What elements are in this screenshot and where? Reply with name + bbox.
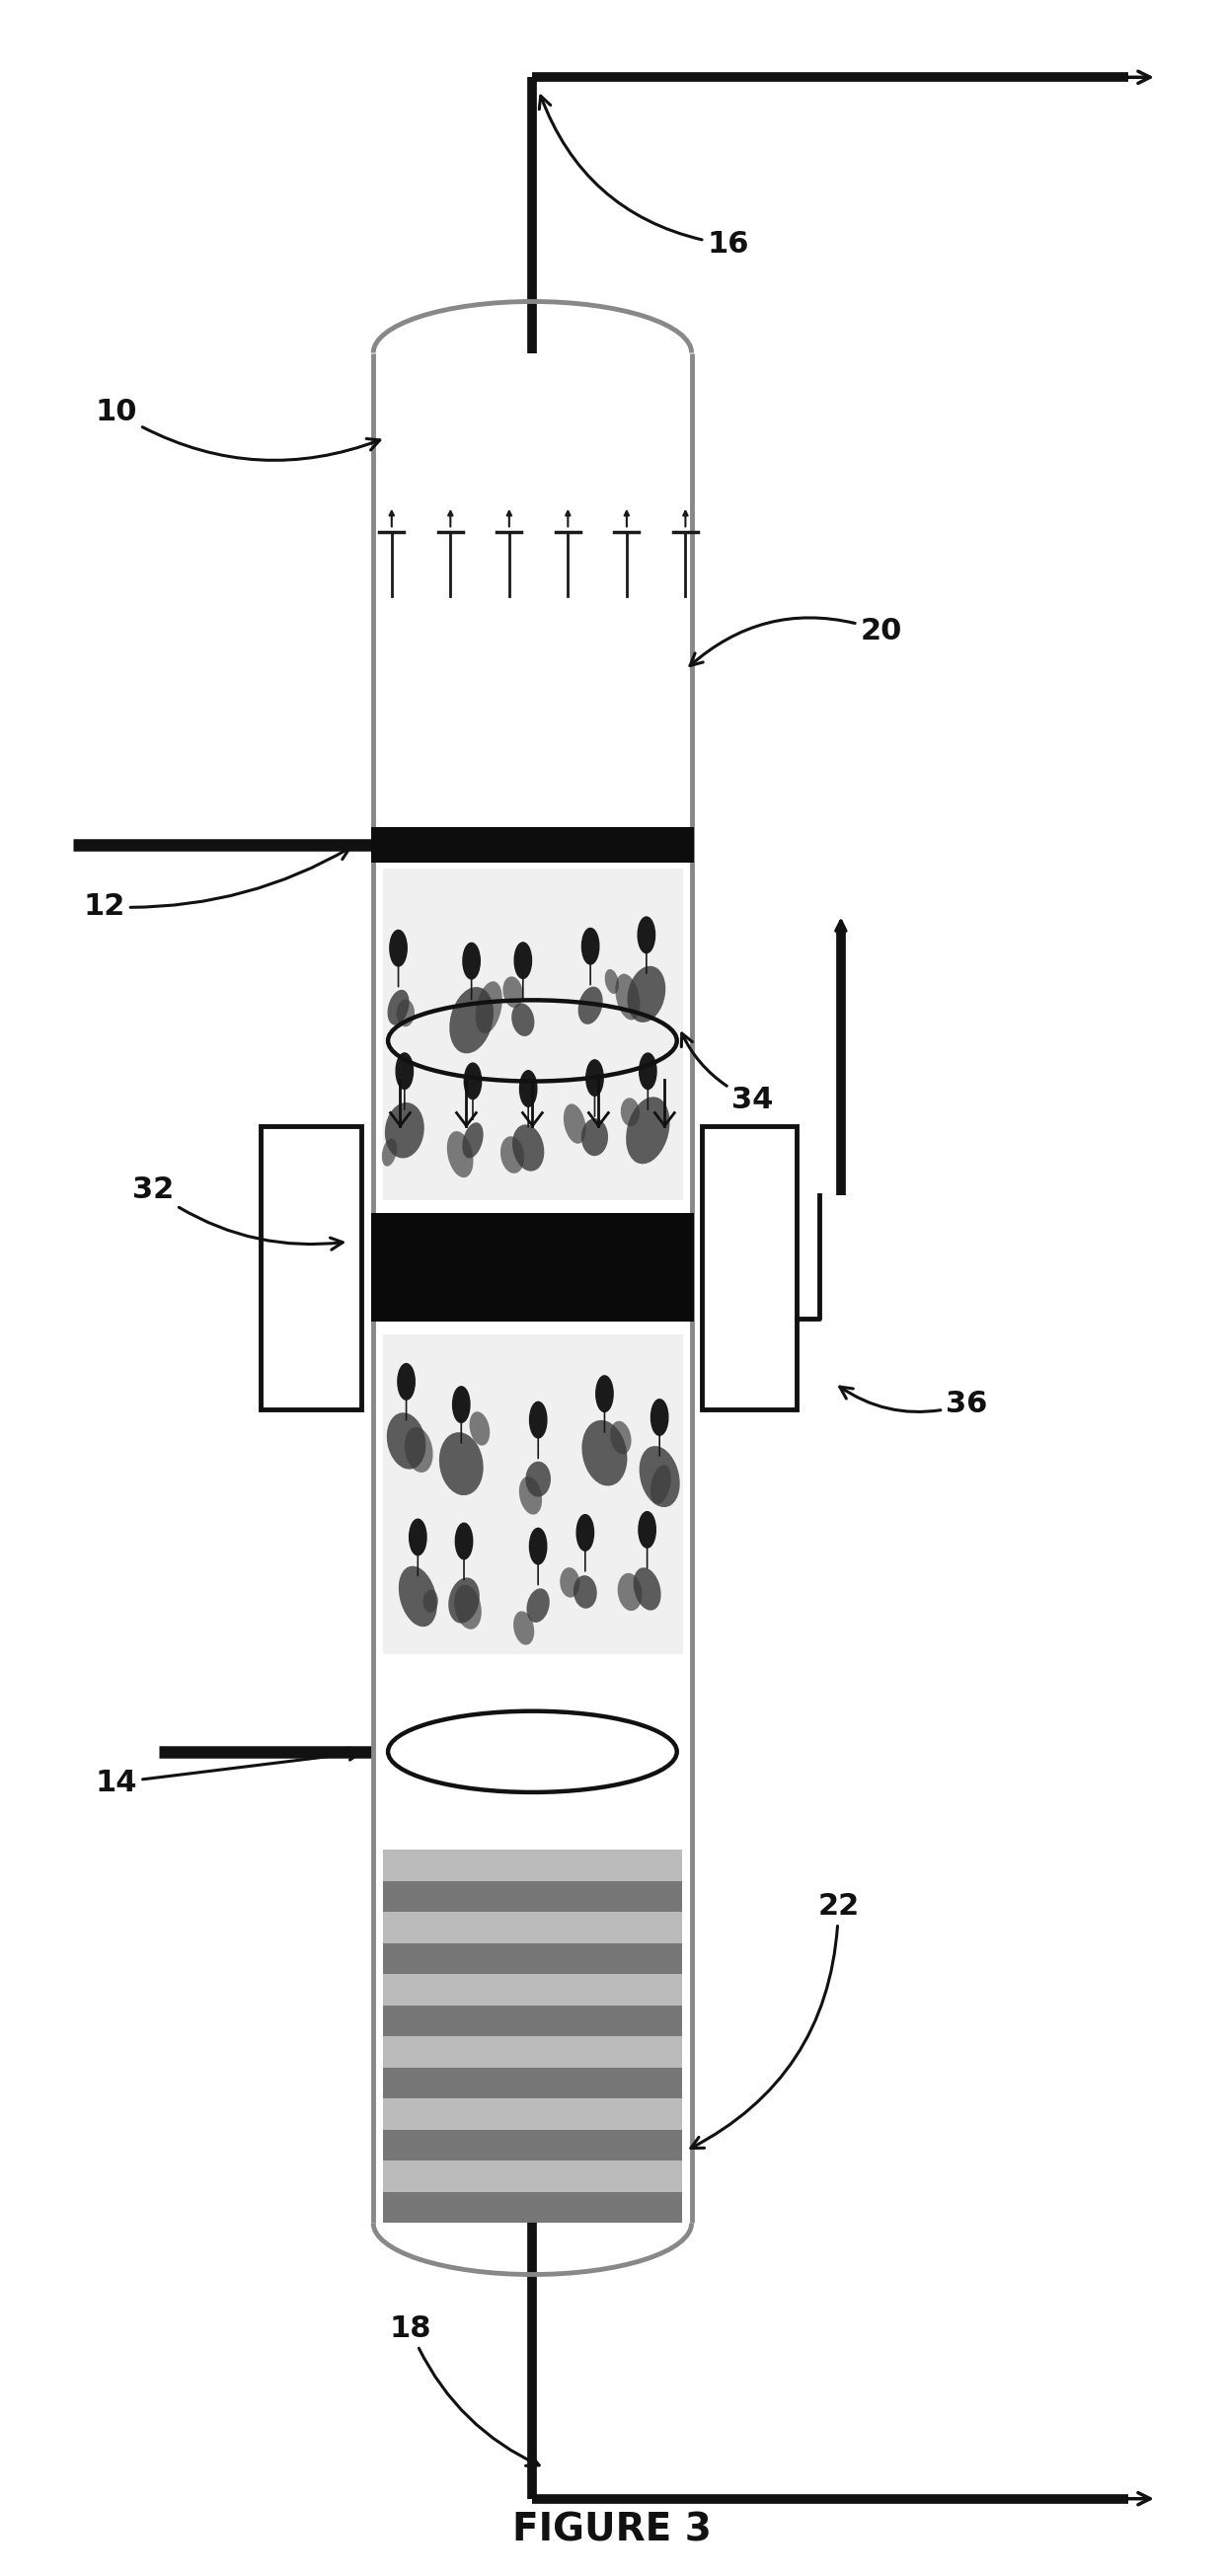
- Bar: [383, 1880, 682, 1911]
- Text: 22: 22: [690, 1891, 859, 2148]
- Bar: [261, 1126, 361, 1409]
- Circle shape: [453, 1386, 470, 1422]
- Ellipse shape: [513, 1610, 534, 1646]
- Ellipse shape: [625, 1097, 670, 1164]
- Text: 12: 12: [83, 848, 350, 922]
- Circle shape: [651, 1399, 668, 1435]
- Circle shape: [581, 927, 599, 963]
- Ellipse shape: [621, 1097, 640, 1126]
- Ellipse shape: [573, 1577, 597, 1607]
- Circle shape: [520, 1072, 537, 1108]
- Ellipse shape: [470, 1412, 490, 1445]
- Text: 10: 10: [95, 397, 379, 461]
- Text: 16: 16: [540, 95, 749, 260]
- Ellipse shape: [513, 1126, 545, 1172]
- Ellipse shape: [605, 969, 619, 994]
- Circle shape: [577, 1515, 594, 1551]
- Ellipse shape: [399, 1566, 437, 1628]
- Circle shape: [389, 930, 406, 966]
- Bar: [383, 2192, 682, 2223]
- Ellipse shape: [559, 1566, 580, 1597]
- Ellipse shape: [581, 1419, 627, 1486]
- Ellipse shape: [397, 999, 415, 1028]
- Ellipse shape: [650, 1466, 671, 1504]
- Circle shape: [639, 1512, 656, 1548]
- Circle shape: [409, 1520, 426, 1556]
- Ellipse shape: [449, 987, 493, 1054]
- Bar: [383, 2161, 682, 2192]
- Ellipse shape: [578, 987, 602, 1025]
- Ellipse shape: [526, 1589, 550, 1623]
- Bar: [383, 2035, 682, 2069]
- Ellipse shape: [405, 1427, 433, 1473]
- Circle shape: [455, 1522, 472, 1558]
- Bar: [383, 2004, 682, 2035]
- Bar: [383, 2130, 682, 2161]
- Bar: [371, 827, 694, 863]
- Ellipse shape: [388, 989, 409, 1025]
- Circle shape: [530, 1528, 547, 1564]
- Circle shape: [464, 1064, 481, 1100]
- Ellipse shape: [563, 1105, 586, 1144]
- Text: 18: 18: [389, 2313, 539, 2465]
- Ellipse shape: [633, 1569, 661, 1610]
- Circle shape: [514, 943, 531, 979]
- Ellipse shape: [639, 1445, 679, 1507]
- Ellipse shape: [525, 1461, 551, 1497]
- Ellipse shape: [448, 1577, 480, 1623]
- Ellipse shape: [611, 1422, 632, 1455]
- Text: 36: 36: [840, 1386, 988, 1419]
- Ellipse shape: [581, 1118, 608, 1157]
- Bar: [383, 1911, 682, 1942]
- Ellipse shape: [616, 974, 640, 1020]
- Text: 34: 34: [682, 1033, 774, 1115]
- Ellipse shape: [387, 1412, 426, 1468]
- Ellipse shape: [519, 1476, 542, 1515]
- Ellipse shape: [512, 1002, 535, 1036]
- Text: FIGURE 3: FIGURE 3: [513, 2512, 711, 2548]
- Ellipse shape: [454, 1584, 481, 1628]
- Ellipse shape: [475, 981, 502, 1033]
- Text: 20: 20: [690, 616, 902, 665]
- Ellipse shape: [618, 1574, 643, 1610]
- Ellipse shape: [503, 976, 523, 1007]
- Ellipse shape: [424, 1589, 438, 1613]
- Circle shape: [639, 1054, 656, 1090]
- Ellipse shape: [463, 1123, 483, 1159]
- Circle shape: [463, 943, 480, 979]
- Ellipse shape: [384, 1103, 425, 1159]
- Bar: [383, 1973, 682, 2004]
- Circle shape: [398, 1363, 415, 1399]
- Bar: [383, 1334, 683, 1654]
- Bar: [383, 868, 683, 1200]
- Circle shape: [596, 1376, 613, 1412]
- Bar: [383, 2099, 682, 2130]
- Circle shape: [586, 1059, 603, 1095]
- Ellipse shape: [501, 1136, 524, 1175]
- Bar: [383, 1850, 682, 1880]
- Bar: [701, 1126, 797, 1409]
- Ellipse shape: [627, 966, 666, 1023]
- Ellipse shape: [439, 1432, 483, 1494]
- Ellipse shape: [382, 1139, 397, 1167]
- Circle shape: [530, 1401, 547, 1437]
- Circle shape: [395, 1054, 412, 1090]
- Text: 14: 14: [95, 1749, 361, 1798]
- Bar: [383, 1942, 682, 1973]
- Text: 32: 32: [132, 1175, 343, 1249]
- Ellipse shape: [447, 1131, 474, 1177]
- Bar: [383, 2069, 682, 2099]
- Circle shape: [638, 917, 655, 953]
- Bar: [371, 1213, 694, 1321]
